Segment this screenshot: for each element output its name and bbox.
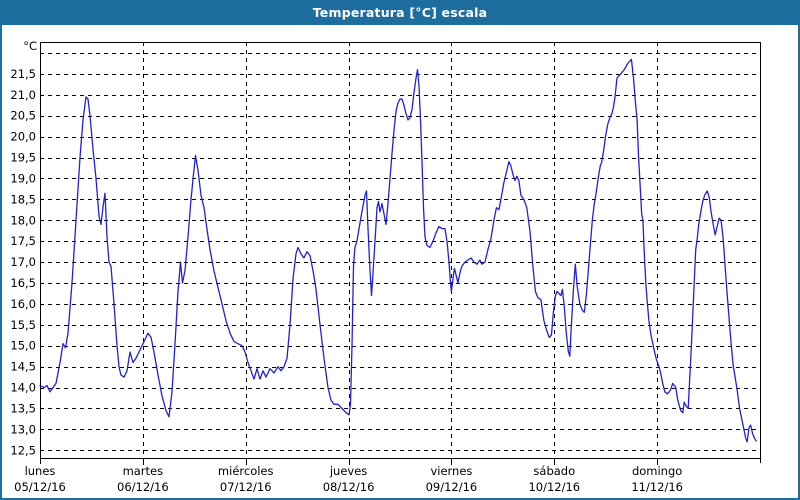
day-name-label: martes xyxy=(123,464,164,478)
day-name-label: jueves xyxy=(329,464,367,478)
y-tick-label: 16,0 xyxy=(10,297,36,311)
plot-border xyxy=(40,42,761,459)
chart-area: °C 12,5 13,0 13,5 14,0 14,5 15,0 15,5 16,0 16,5 17… xyxy=(0,25,800,500)
y-tick-label: 20,5 xyxy=(10,109,36,123)
y-tick-label: 16,5 xyxy=(10,276,36,290)
y-tick-label: 17,5 xyxy=(10,234,36,248)
y-tick-label: 19,0 xyxy=(10,171,36,185)
y-tick-label: 21,0 xyxy=(10,88,36,102)
day-date-label: 06/12/16 xyxy=(117,480,169,494)
day-name-label: sábado xyxy=(533,464,575,478)
day-name-label: domingo xyxy=(632,464,682,478)
day-date-label: 11/12/16 xyxy=(631,480,683,494)
temperature-chart: °C 12,5 13,0 13,5 14,0 14,5 15,0 15,5 16,0 16,5 17… xyxy=(10,39,761,494)
y-tick-label: 18,0 xyxy=(10,213,36,227)
day-date-label: 05/12/16 xyxy=(14,480,66,494)
temperature-line xyxy=(39,58,757,443)
title-bar: Temperatura [°C] escala xyxy=(0,0,800,25)
window-title: Temperatura [°C] escala xyxy=(312,5,488,20)
y-tick-label: 18,5 xyxy=(10,192,36,206)
y-tick-label: 14,0 xyxy=(10,381,36,395)
day-date-label: 08/12/16 xyxy=(323,480,375,494)
y-tick-label: 15,5 xyxy=(10,318,36,332)
day-name-label: miércoles xyxy=(218,464,274,478)
y-tick-label: 15,0 xyxy=(10,339,36,353)
y-tick-label: 19,5 xyxy=(10,151,36,165)
y-tick-label: 17,0 xyxy=(10,255,36,269)
y-tick-label: 20,0 xyxy=(10,130,36,144)
day-name-label: viernes xyxy=(430,464,472,478)
day-date-label: 09/12/16 xyxy=(426,480,478,494)
y-tick-label: 21,5 xyxy=(10,67,36,81)
y-tick-label: 14,5 xyxy=(10,360,36,374)
y-axis-unit-label: °C xyxy=(23,39,37,53)
day-date-label: 10/12/16 xyxy=(528,480,580,494)
y-tick-label: 13,5 xyxy=(10,401,36,415)
day-date-label: 07/12/16 xyxy=(220,480,272,494)
y-tick-label: 13,0 xyxy=(10,422,36,436)
day-name-label: lunes xyxy=(25,464,56,478)
y-tick-label: 12,5 xyxy=(10,443,36,457)
